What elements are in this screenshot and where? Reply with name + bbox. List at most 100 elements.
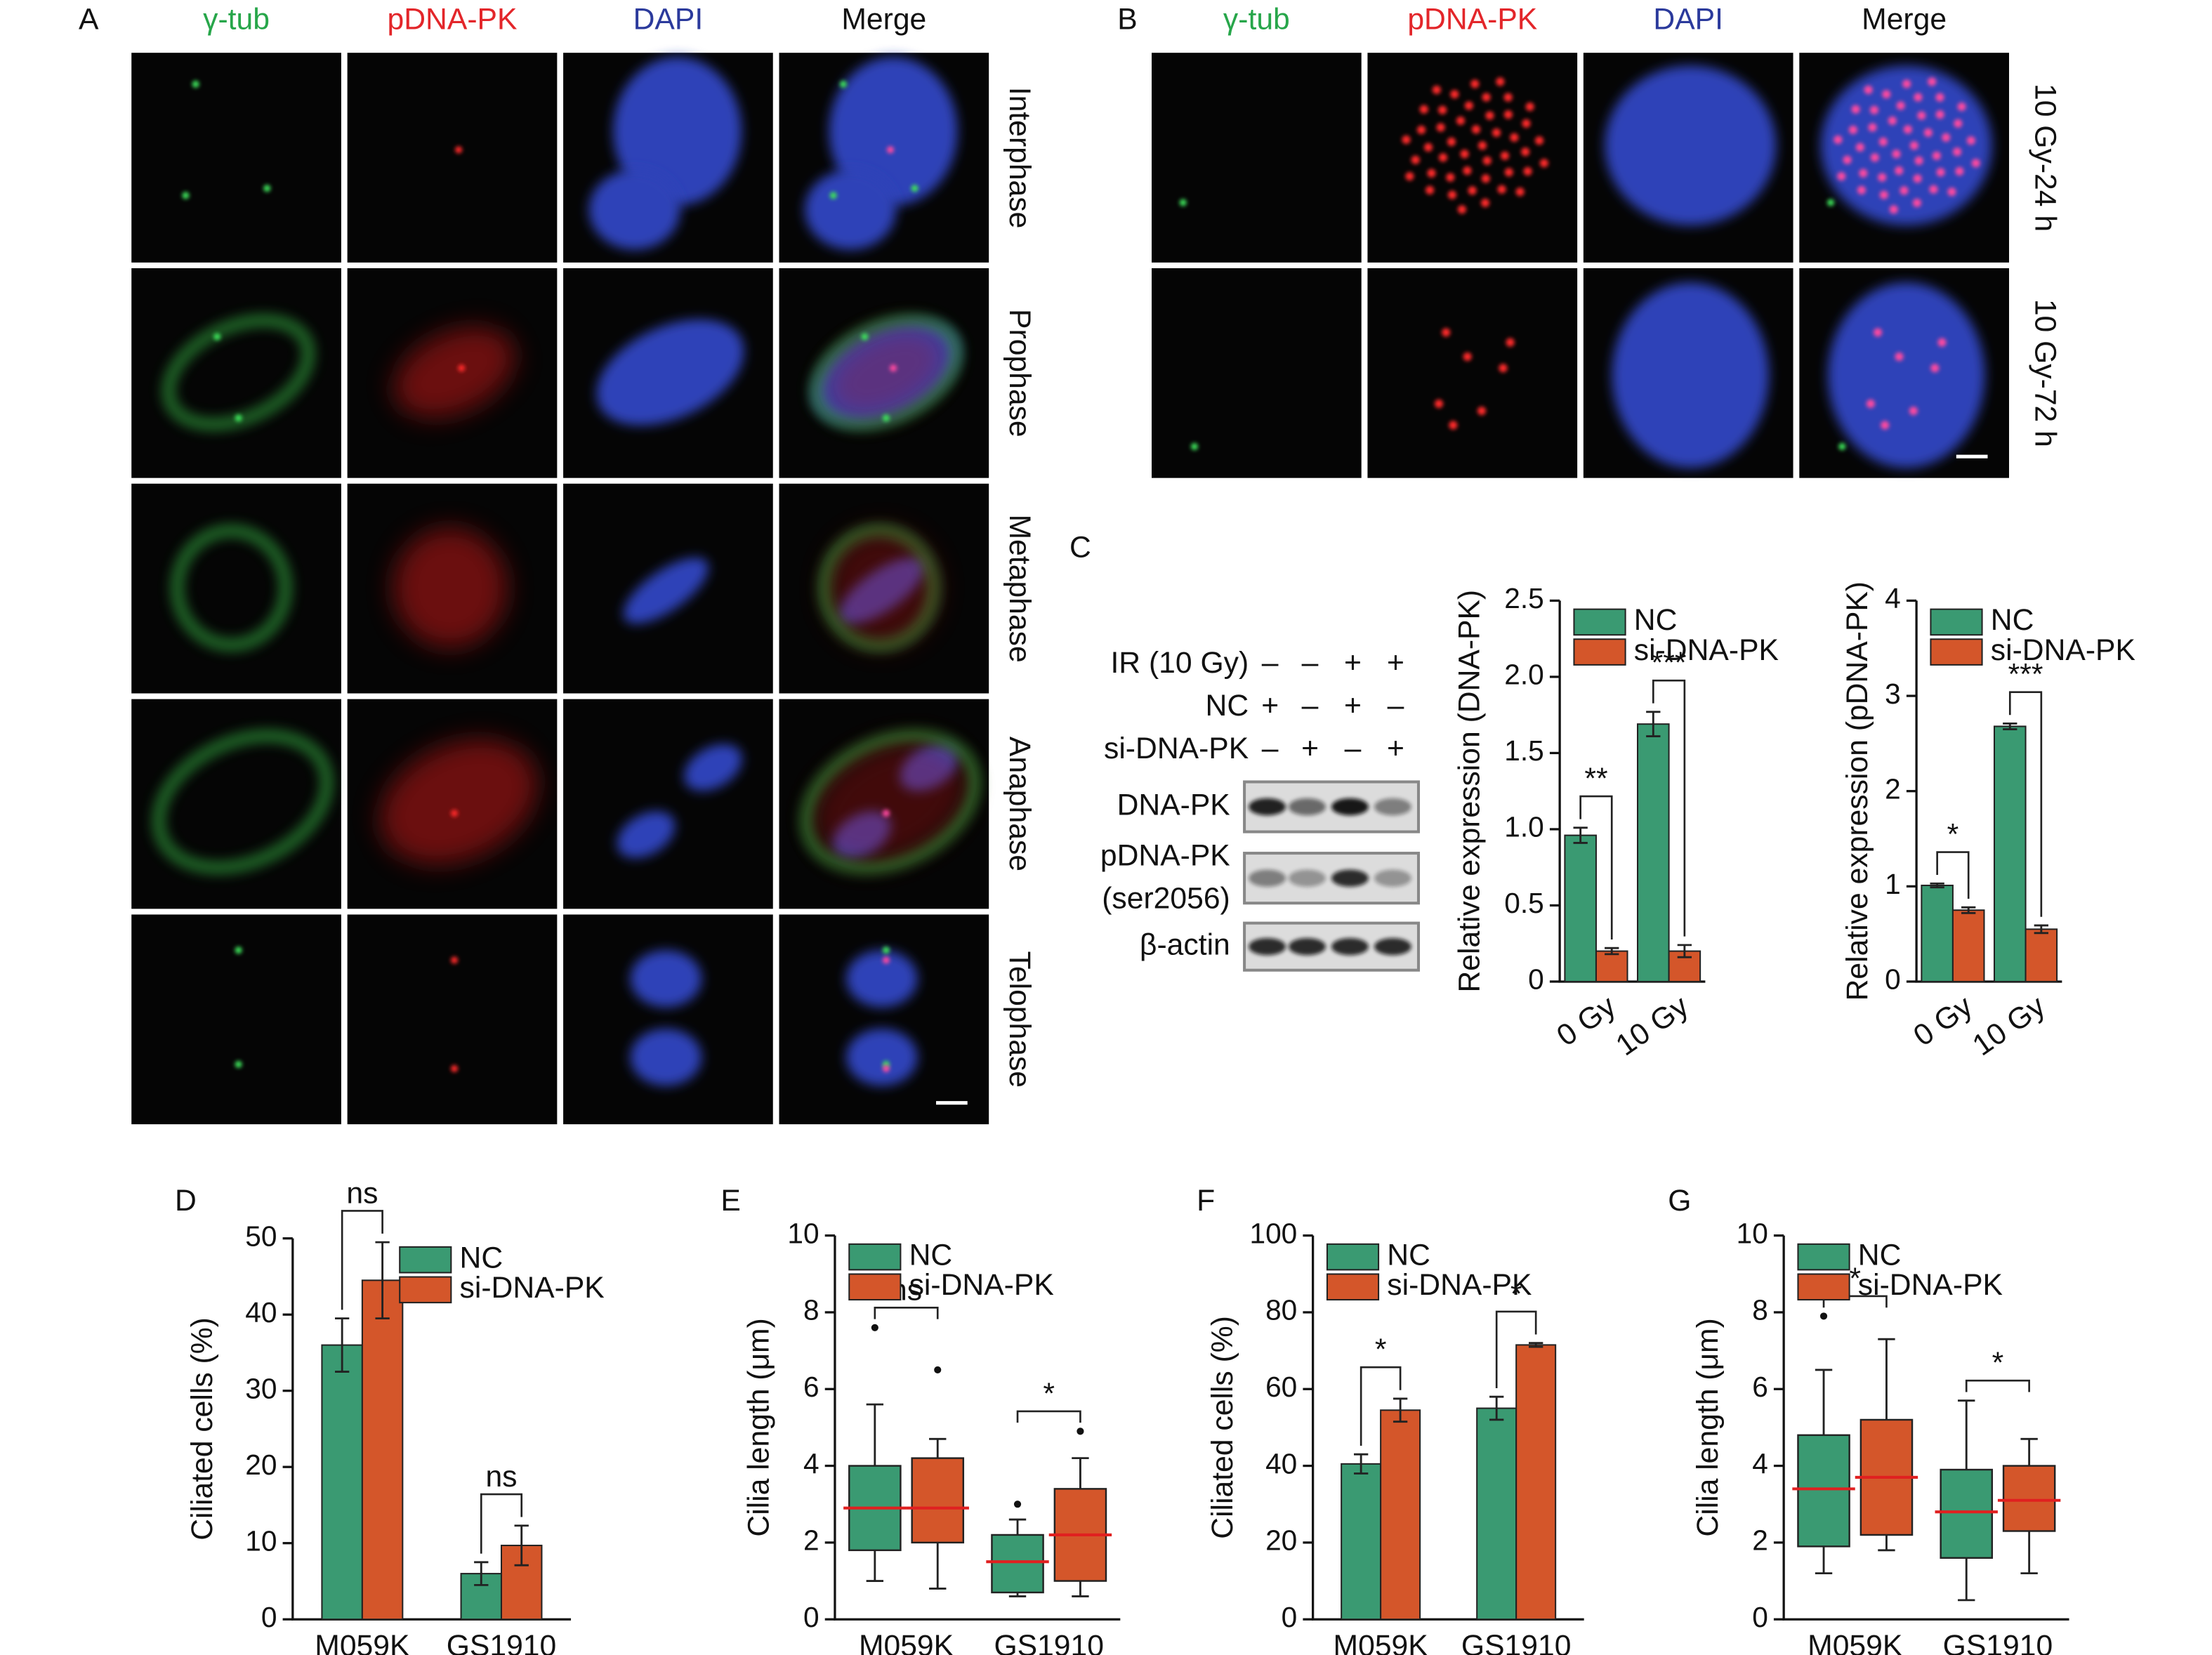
legend-swatch xyxy=(848,1243,902,1271)
pdnapk-focus xyxy=(1492,128,1501,138)
error-bar xyxy=(474,1561,489,1586)
blot-band xyxy=(1289,937,1326,956)
y-tick-label: 10 xyxy=(245,1524,277,1557)
nucleus xyxy=(829,57,958,206)
gamma-tubulin-diffuse xyxy=(161,313,316,432)
nucleus xyxy=(845,950,918,1008)
blot-band xyxy=(1289,798,1326,816)
error-bar xyxy=(1393,1397,1408,1423)
significance-bracket xyxy=(1936,851,1970,899)
pdnapk-focus xyxy=(1457,205,1467,214)
micrograph-background xyxy=(1367,53,1578,263)
micrograph xyxy=(563,483,773,694)
blot-band xyxy=(1331,937,1369,956)
y-axis-label: Relative expression (DNA-PK) xyxy=(1452,590,1486,993)
micrograph xyxy=(1799,53,2009,263)
centrosome xyxy=(1826,199,1835,206)
significance-label: * xyxy=(1849,1262,1861,1295)
micrograph-background xyxy=(563,914,773,1125)
legend-swatch xyxy=(848,1273,902,1301)
pdnapk-focus xyxy=(882,956,890,964)
row-label: 10 Gy-72 h xyxy=(2029,299,2062,447)
pdnapk-focus xyxy=(1957,102,1966,112)
row-label: Anaphase xyxy=(1003,737,1036,871)
pdnapk-diffuse xyxy=(393,327,515,418)
legend-label: NC xyxy=(1991,603,2034,637)
row-label: 10 Gy-24 h xyxy=(2029,84,2062,232)
micrograph xyxy=(347,483,558,694)
condition-label: NC xyxy=(1206,689,1249,723)
pdnapk-focus xyxy=(1864,85,1873,95)
micrograph-background xyxy=(131,483,341,694)
pdnapk-focus xyxy=(1878,137,1888,146)
y-tick-label: 1.5 xyxy=(1504,734,1543,767)
x-tick-label: 0 Gy xyxy=(1551,989,1622,1053)
legend-label: NC xyxy=(460,1241,503,1274)
significance-label: * xyxy=(1947,817,1959,851)
pdnapk-focus xyxy=(1436,123,1445,132)
micrograph xyxy=(1583,268,1793,478)
y-tick-label: 20 xyxy=(245,1449,277,1481)
y-tick-label: 0 xyxy=(1885,963,1901,996)
pdnapk-focus xyxy=(1510,133,1519,142)
pdnapk-focus xyxy=(1480,198,1490,208)
micrograph xyxy=(779,483,989,694)
y-tick-label: 50 xyxy=(245,1220,277,1252)
condition-sign: – xyxy=(1262,732,1279,765)
significance-label: ns xyxy=(346,1176,378,1210)
condition-sign: + xyxy=(1301,732,1319,765)
legend-label: NC xyxy=(909,1238,953,1272)
y-tick-label: 8 xyxy=(1752,1294,1768,1326)
pdnapk-focus xyxy=(1869,105,1879,114)
box xyxy=(911,1457,965,1544)
pdnapk-focus xyxy=(1896,101,1905,110)
row-label: Telophase xyxy=(1003,951,1036,1088)
y-tick-label: 60 xyxy=(1265,1371,1297,1403)
pdnapk-focus xyxy=(1909,141,1918,150)
y-axis-label: Cilia length (μm) xyxy=(1691,1318,1725,1536)
gamma-tubulin-diffuse xyxy=(151,728,334,875)
outlier xyxy=(871,1324,878,1331)
y-tick-label: 10 xyxy=(787,1217,819,1249)
micrograph xyxy=(131,268,341,478)
pdnapk-focus xyxy=(1468,186,1477,195)
column-header: γ-tub xyxy=(203,3,270,37)
pdnapk-focus xyxy=(1895,166,1904,176)
micrograph-background xyxy=(563,699,773,909)
pdnapk-focus xyxy=(1426,185,1435,194)
legend-swatch xyxy=(399,1246,452,1274)
column-header: DAPI xyxy=(1653,3,1723,37)
micrograph xyxy=(131,483,341,694)
pdnapk-focus xyxy=(1450,90,1459,99)
pdnapk-focus xyxy=(1917,111,1926,120)
bar xyxy=(1595,950,1628,982)
pdnapk-focus xyxy=(1503,110,1513,119)
pdnapk-focus xyxy=(1477,407,1487,416)
pdnapk-focus xyxy=(1499,364,1508,373)
panel-letter: C xyxy=(1069,531,1091,565)
nucleus xyxy=(1605,65,1777,226)
error-bar xyxy=(1646,711,1661,737)
pdnapk-focus xyxy=(1971,159,1980,168)
condition-sign: – xyxy=(1388,689,1404,723)
y-tick-label: 0 xyxy=(261,1601,277,1633)
pdnapk-focus xyxy=(1523,166,1532,176)
y-tick-label: 1 xyxy=(1885,868,1901,900)
pdnapk-focus xyxy=(1929,185,1938,194)
pdnapk-focus xyxy=(882,1064,890,1072)
pdnapk-focus xyxy=(1889,205,1898,214)
condition-sign: – xyxy=(1345,732,1362,765)
condition-sign: + xyxy=(1261,689,1279,723)
bar xyxy=(1476,1407,1518,1621)
y-tick-label: 20 xyxy=(1265,1524,1297,1557)
gamma-tubulin-diffuse xyxy=(170,523,293,652)
micrograph-background xyxy=(131,914,341,1125)
centrosome xyxy=(182,192,190,199)
nucleus xyxy=(630,1028,702,1086)
error-bar xyxy=(1605,947,1619,956)
pdnapk-focus xyxy=(1504,168,1513,177)
nucleus xyxy=(588,169,680,250)
significance-bracket xyxy=(2008,691,2043,917)
nucleus xyxy=(630,950,702,1008)
x-tick-label: 0 Gy xyxy=(1907,989,1979,1053)
